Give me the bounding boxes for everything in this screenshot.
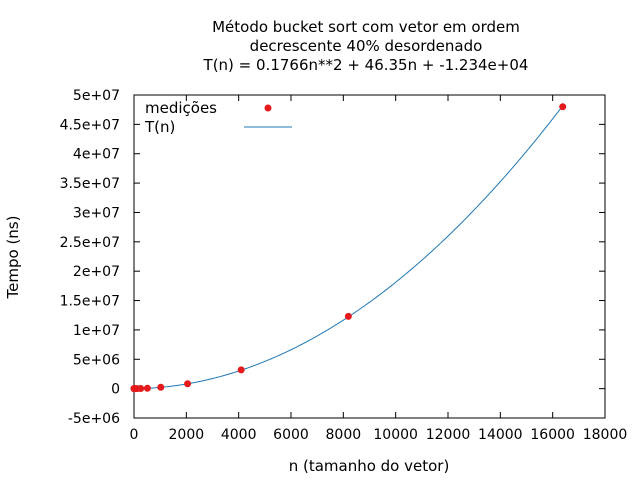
legend: medições T(n) xyxy=(144,99,292,136)
title-line-3: T(n) = 0.1766n**2 + 46.35n + -1.234e+04 xyxy=(203,56,529,74)
data-point xyxy=(137,384,145,392)
y-tick-label: 3e+07 xyxy=(73,205,120,221)
x-axis: 0 2000 4000 6000 8000 10000 12000 14000 16000 180… xyxy=(130,95,628,443)
plot-frame xyxy=(133,94,606,419)
data-point xyxy=(237,366,245,374)
x-tick-label: 0 xyxy=(130,427,139,443)
x-axis-label: n (tamanho do vetor) xyxy=(289,457,450,475)
x-tick-label: 6000 xyxy=(273,427,309,443)
y-axis: -5e+06 0 5e+06 1e+07 1.5e+07 2e+07 2.5e+07 3e+0… xyxy=(60,88,605,427)
data-point xyxy=(157,383,165,391)
y-tick-label: 4.5e+07 xyxy=(60,117,120,133)
y-tick-label: -5e+06 xyxy=(68,411,120,427)
title-line-2: decrescente 40% desordenado xyxy=(250,37,483,55)
y-axis-label: Tempo (ns) xyxy=(4,216,22,300)
data-point xyxy=(143,384,151,392)
data-point xyxy=(184,380,192,388)
y-tick-label: 4e+07 xyxy=(73,147,120,163)
y-tick-label: 5e+06 xyxy=(73,352,120,368)
y-tick-label: 5e+07 xyxy=(73,88,120,104)
x-tick-label: 12000 xyxy=(426,427,471,443)
x-tick-label: 2000 xyxy=(169,427,205,443)
fit-curve-tn xyxy=(133,105,564,390)
y-tick-label: 2.5e+07 xyxy=(60,235,120,251)
data-point xyxy=(344,312,352,320)
legend-label-medicoes: medições xyxy=(145,99,217,117)
legend-marker-medicoes xyxy=(264,104,272,112)
title-line-1: Método bucket sort com vetor em ordem xyxy=(212,18,520,36)
plot-area xyxy=(130,103,567,393)
data-point xyxy=(559,103,567,111)
x-tick-label: 8000 xyxy=(326,427,362,443)
x-tick-label: 14000 xyxy=(478,427,523,443)
y-tick-label: 2e+07 xyxy=(73,264,120,280)
y-tick-label: 3.5e+07 xyxy=(60,176,120,192)
x-tick-label: 16000 xyxy=(530,427,575,443)
chart-title: Método bucket sort com vetor em ordem de… xyxy=(203,18,529,74)
y-tick-label: 1.5e+07 xyxy=(60,294,120,310)
y-tick-label: 0 xyxy=(111,382,120,398)
legend-label-tn: T(n) xyxy=(144,118,175,136)
x-tick-label: 18000 xyxy=(583,427,628,443)
y-tick-label: 1e+07 xyxy=(73,323,120,339)
x-tick-label: 4000 xyxy=(221,427,257,443)
x-tick-label: 10000 xyxy=(373,427,418,443)
